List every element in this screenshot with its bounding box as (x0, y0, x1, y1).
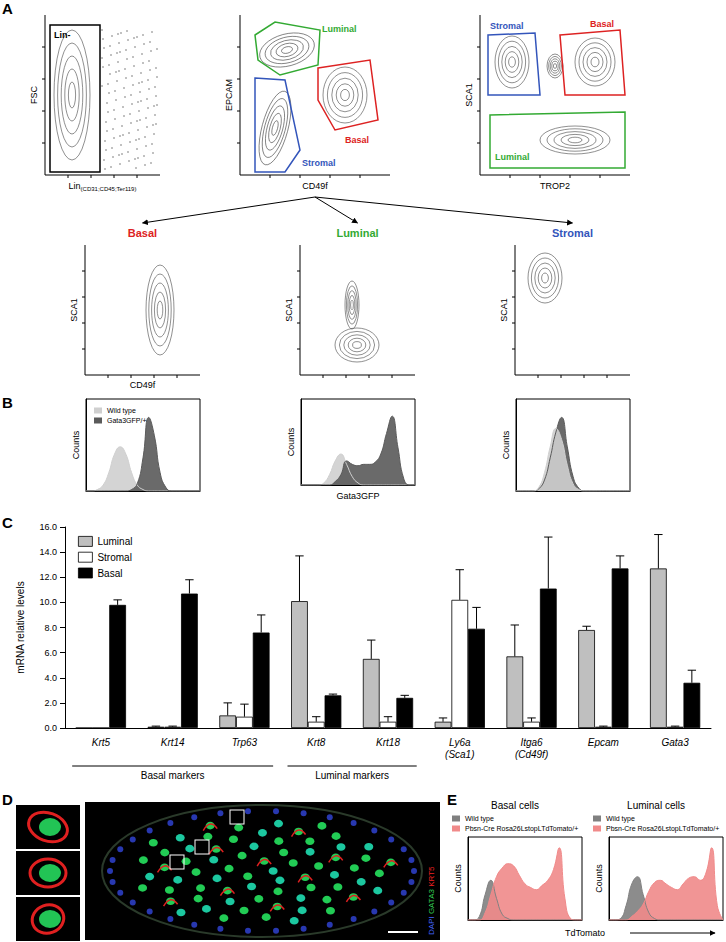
svg-text:(Sca1): (Sca1) (445, 749, 474, 760)
svg-text:12.0: 12.0 (39, 572, 57, 582)
svg-text:Luminal cells: Luminal cells (627, 800, 685, 811)
svg-text:D: D (2, 791, 13, 808)
svg-text:Krt8: Krt8 (307, 737, 326, 748)
svg-text:Ly6a: Ly6a (449, 737, 471, 748)
svg-text:Luminal markers: Luminal markers (315, 770, 389, 781)
svg-text:Counts: Counts (501, 430, 511, 459)
svg-text:mRNA relative levels: mRNA relative levels (15, 581, 26, 673)
svg-text:4.0: 4.0 (44, 673, 57, 683)
svg-text:Luminal: Luminal (336, 227, 378, 239)
svg-text:Basal: Basal (97, 568, 122, 579)
svg-text:E: E (447, 791, 457, 808)
svg-text:Stromal: Stromal (490, 21, 524, 31)
svg-text:B: B (2, 394, 13, 411)
svg-text:16.0: 16.0 (39, 522, 57, 532)
svg-text:Basal: Basal (345, 135, 369, 145)
svg-text:Itga6: Itga6 (520, 737, 543, 748)
svg-text:C: C (2, 514, 13, 531)
svg-text:2.0: 2.0 (44, 698, 57, 708)
svg-text:Counts: Counts (594, 864, 604, 893)
svg-text:Pbsn-Cre Rosa26LstopLTdTomato/: Pbsn-Cre Rosa26LstopLTdTomato/+ (606, 825, 719, 833)
svg-text:Krt18: Krt18 (376, 737, 400, 748)
svg-text:Wild type: Wild type (107, 407, 136, 415)
svg-text:SCA1: SCA1 (499, 298, 509, 322)
svg-text:Gata3: Gata3 (661, 737, 689, 748)
svg-text:Epcam: Epcam (588, 737, 619, 748)
svg-text:10.0: 10.0 (39, 597, 57, 607)
svg-text:CD49f: CD49f (130, 380, 156, 390)
svg-text:CD49f: CD49f (302, 181, 328, 191)
svg-text:TROP2: TROP2 (540, 181, 570, 191)
svg-text:SCA1: SCA1 (284, 298, 294, 322)
svg-text:6.0: 6.0 (44, 648, 57, 658)
svg-text:DAPI GATA3 KRT5: DAPI GATA3 KRT5 (427, 866, 436, 935)
svg-text:Basal: Basal (590, 19, 614, 29)
svg-text:Basal: Basal (128, 227, 157, 239)
svg-text:(Cd49f): (Cd49f) (515, 749, 548, 760)
svg-text:SCA1: SCA1 (464, 83, 474, 107)
svg-text:Counts: Counts (453, 864, 463, 893)
svg-text:Basal cells: Basal cells (491, 800, 539, 811)
svg-text:8.0: 8.0 (44, 623, 57, 633)
svg-text:Counts: Counts (286, 427, 296, 456)
svg-text:Pbsn-Cre Rosa26LstopLTdTomato/: Pbsn-Cre Rosa26LstopLTdTomato/+ (465, 825, 578, 833)
svg-text:Basal markers: Basal markers (141, 770, 205, 781)
svg-text:Counts: Counts (71, 430, 81, 459)
svg-text:14.0: 14.0 (39, 547, 57, 557)
svg-text:Lin(CD31;CD45;Ter119): Lin(CD31;CD45;Ter119) (69, 181, 137, 192)
svg-text:SCA1: SCA1 (69, 298, 79, 322)
svg-text:Lin-: Lin- (54, 30, 71, 40)
svg-text:Stromal: Stromal (97, 552, 131, 563)
svg-text:EPCAM: EPCAM (224, 79, 234, 111)
svg-text:A: A (2, 0, 13, 17)
svg-text:Gata3GFP: Gata3GFP (336, 491, 379, 501)
svg-text:Trp63: Trp63 (232, 737, 258, 748)
svg-text:0.0: 0.0 (44, 723, 57, 733)
svg-text:Luminal: Luminal (322, 24, 357, 34)
svg-text:Krt5: Krt5 (92, 737, 111, 748)
svg-text:TdTomato: TdTomato (565, 928, 605, 938)
svg-text:Krt14: Krt14 (161, 737, 185, 748)
svg-text:Gata3GFP/+: Gata3GFP/+ (107, 417, 147, 424)
svg-text:Luminal: Luminal (495, 152, 530, 162)
svg-text:FSC: FSC (29, 85, 39, 104)
svg-text:Stromal: Stromal (552, 227, 593, 239)
svg-text:Wild type: Wild type (606, 815, 635, 823)
svg-text:Stromal: Stromal (302, 158, 336, 168)
svg-text:Wild type: Wild type (465, 815, 494, 823)
svg-text:Luminal: Luminal (97, 536, 132, 547)
